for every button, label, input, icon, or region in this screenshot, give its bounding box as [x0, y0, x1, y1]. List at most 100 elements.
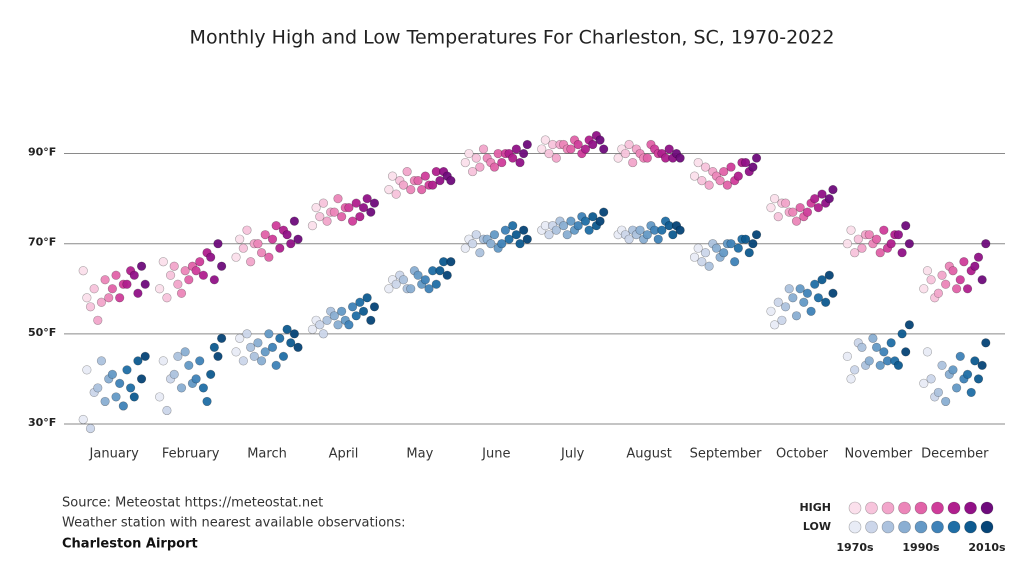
dot [238, 243, 248, 253]
dot [217, 261, 227, 271]
dot [719, 166, 729, 177]
dot [635, 225, 645, 235]
x-tick-label: March [247, 447, 287, 462]
dot [813, 203, 823, 213]
dot [857, 243, 867, 253]
dot [260, 230, 270, 240]
dot [500, 225, 511, 235]
dot [271, 360, 281, 370]
dot [369, 302, 380, 312]
dot [366, 315, 376, 325]
dot [489, 230, 500, 240]
dot [93, 383, 103, 393]
dot [271, 221, 281, 231]
dot [366, 207, 376, 217]
dot [165, 270, 176, 280]
dot [169, 369, 179, 379]
legend-label: LOW [803, 520, 831, 533]
dot [136, 261, 147, 271]
dot [435, 175, 445, 186]
dot [933, 288, 943, 298]
y-tick-label: 50°F [28, 326, 56, 339]
dot [544, 230, 554, 240]
dot [213, 239, 223, 249]
dot [511, 230, 521, 240]
dot [715, 175, 725, 186]
dot [89, 284, 99, 294]
dot [795, 203, 805, 213]
dot [78, 266, 88, 276]
dot [853, 234, 863, 244]
dot [96, 297, 107, 307]
dot [879, 347, 889, 357]
dot [864, 230, 874, 240]
dot [642, 230, 652, 240]
dot [82, 293, 92, 303]
dot [624, 139, 634, 150]
dot [246, 257, 256, 267]
dot [919, 284, 929, 294]
dot [653, 234, 663, 244]
dot [256, 356, 267, 366]
dot [195, 356, 205, 366]
dot [828, 185, 838, 195]
dot [184, 360, 194, 370]
dot [293, 342, 303, 352]
dot [955, 275, 965, 285]
dot [657, 225, 667, 235]
dot [955, 351, 965, 361]
dot [697, 257, 707, 267]
dot [206, 369, 216, 379]
legend-swatch [865, 520, 878, 534]
dot [846, 225, 856, 235]
dot [573, 139, 583, 150]
dot [664, 144, 674, 154]
dot [704, 261, 714, 271]
dot [842, 239, 852, 249]
dot [642, 153, 652, 163]
dot [217, 333, 227, 343]
dot [486, 239, 496, 249]
dot [475, 162, 485, 172]
dot [788, 293, 798, 303]
dot [551, 225, 561, 235]
dot [169, 261, 179, 271]
y-tick-label: 30°F [28, 416, 56, 429]
dot [799, 297, 809, 307]
dot [173, 351, 183, 361]
dot [599, 144, 609, 154]
dot [588, 212, 598, 222]
dot [420, 275, 430, 285]
legend-decade: 1990s [902, 541, 940, 554]
dot [904, 239, 914, 249]
dot [566, 216, 576, 226]
dot [842, 351, 852, 361]
dot [475, 248, 485, 258]
dot [289, 216, 299, 226]
dot [278, 351, 289, 361]
dot [580, 144, 591, 154]
dot [286, 338, 296, 348]
legend-swatch [947, 501, 961, 515]
legend-swatch [865, 501, 878, 515]
dot [322, 216, 332, 226]
dot [952, 383, 962, 393]
dot [129, 270, 139, 280]
dot [817, 189, 827, 199]
dot [133, 356, 143, 366]
y-tick-label: 90°F [28, 146, 56, 159]
dot [464, 148, 474, 159]
dot [970, 356, 980, 366]
dot [391, 279, 401, 289]
dot [515, 239, 525, 249]
dot [369, 198, 380, 208]
dot [766, 306, 776, 316]
dot [318, 329, 328, 339]
dot [107, 284, 117, 294]
dot [264, 252, 274, 262]
dot [118, 401, 128, 411]
dot [879, 225, 889, 235]
x-tick-label: April [329, 447, 359, 462]
x-tick-label: May [406, 447, 433, 462]
dot [202, 396, 212, 407]
